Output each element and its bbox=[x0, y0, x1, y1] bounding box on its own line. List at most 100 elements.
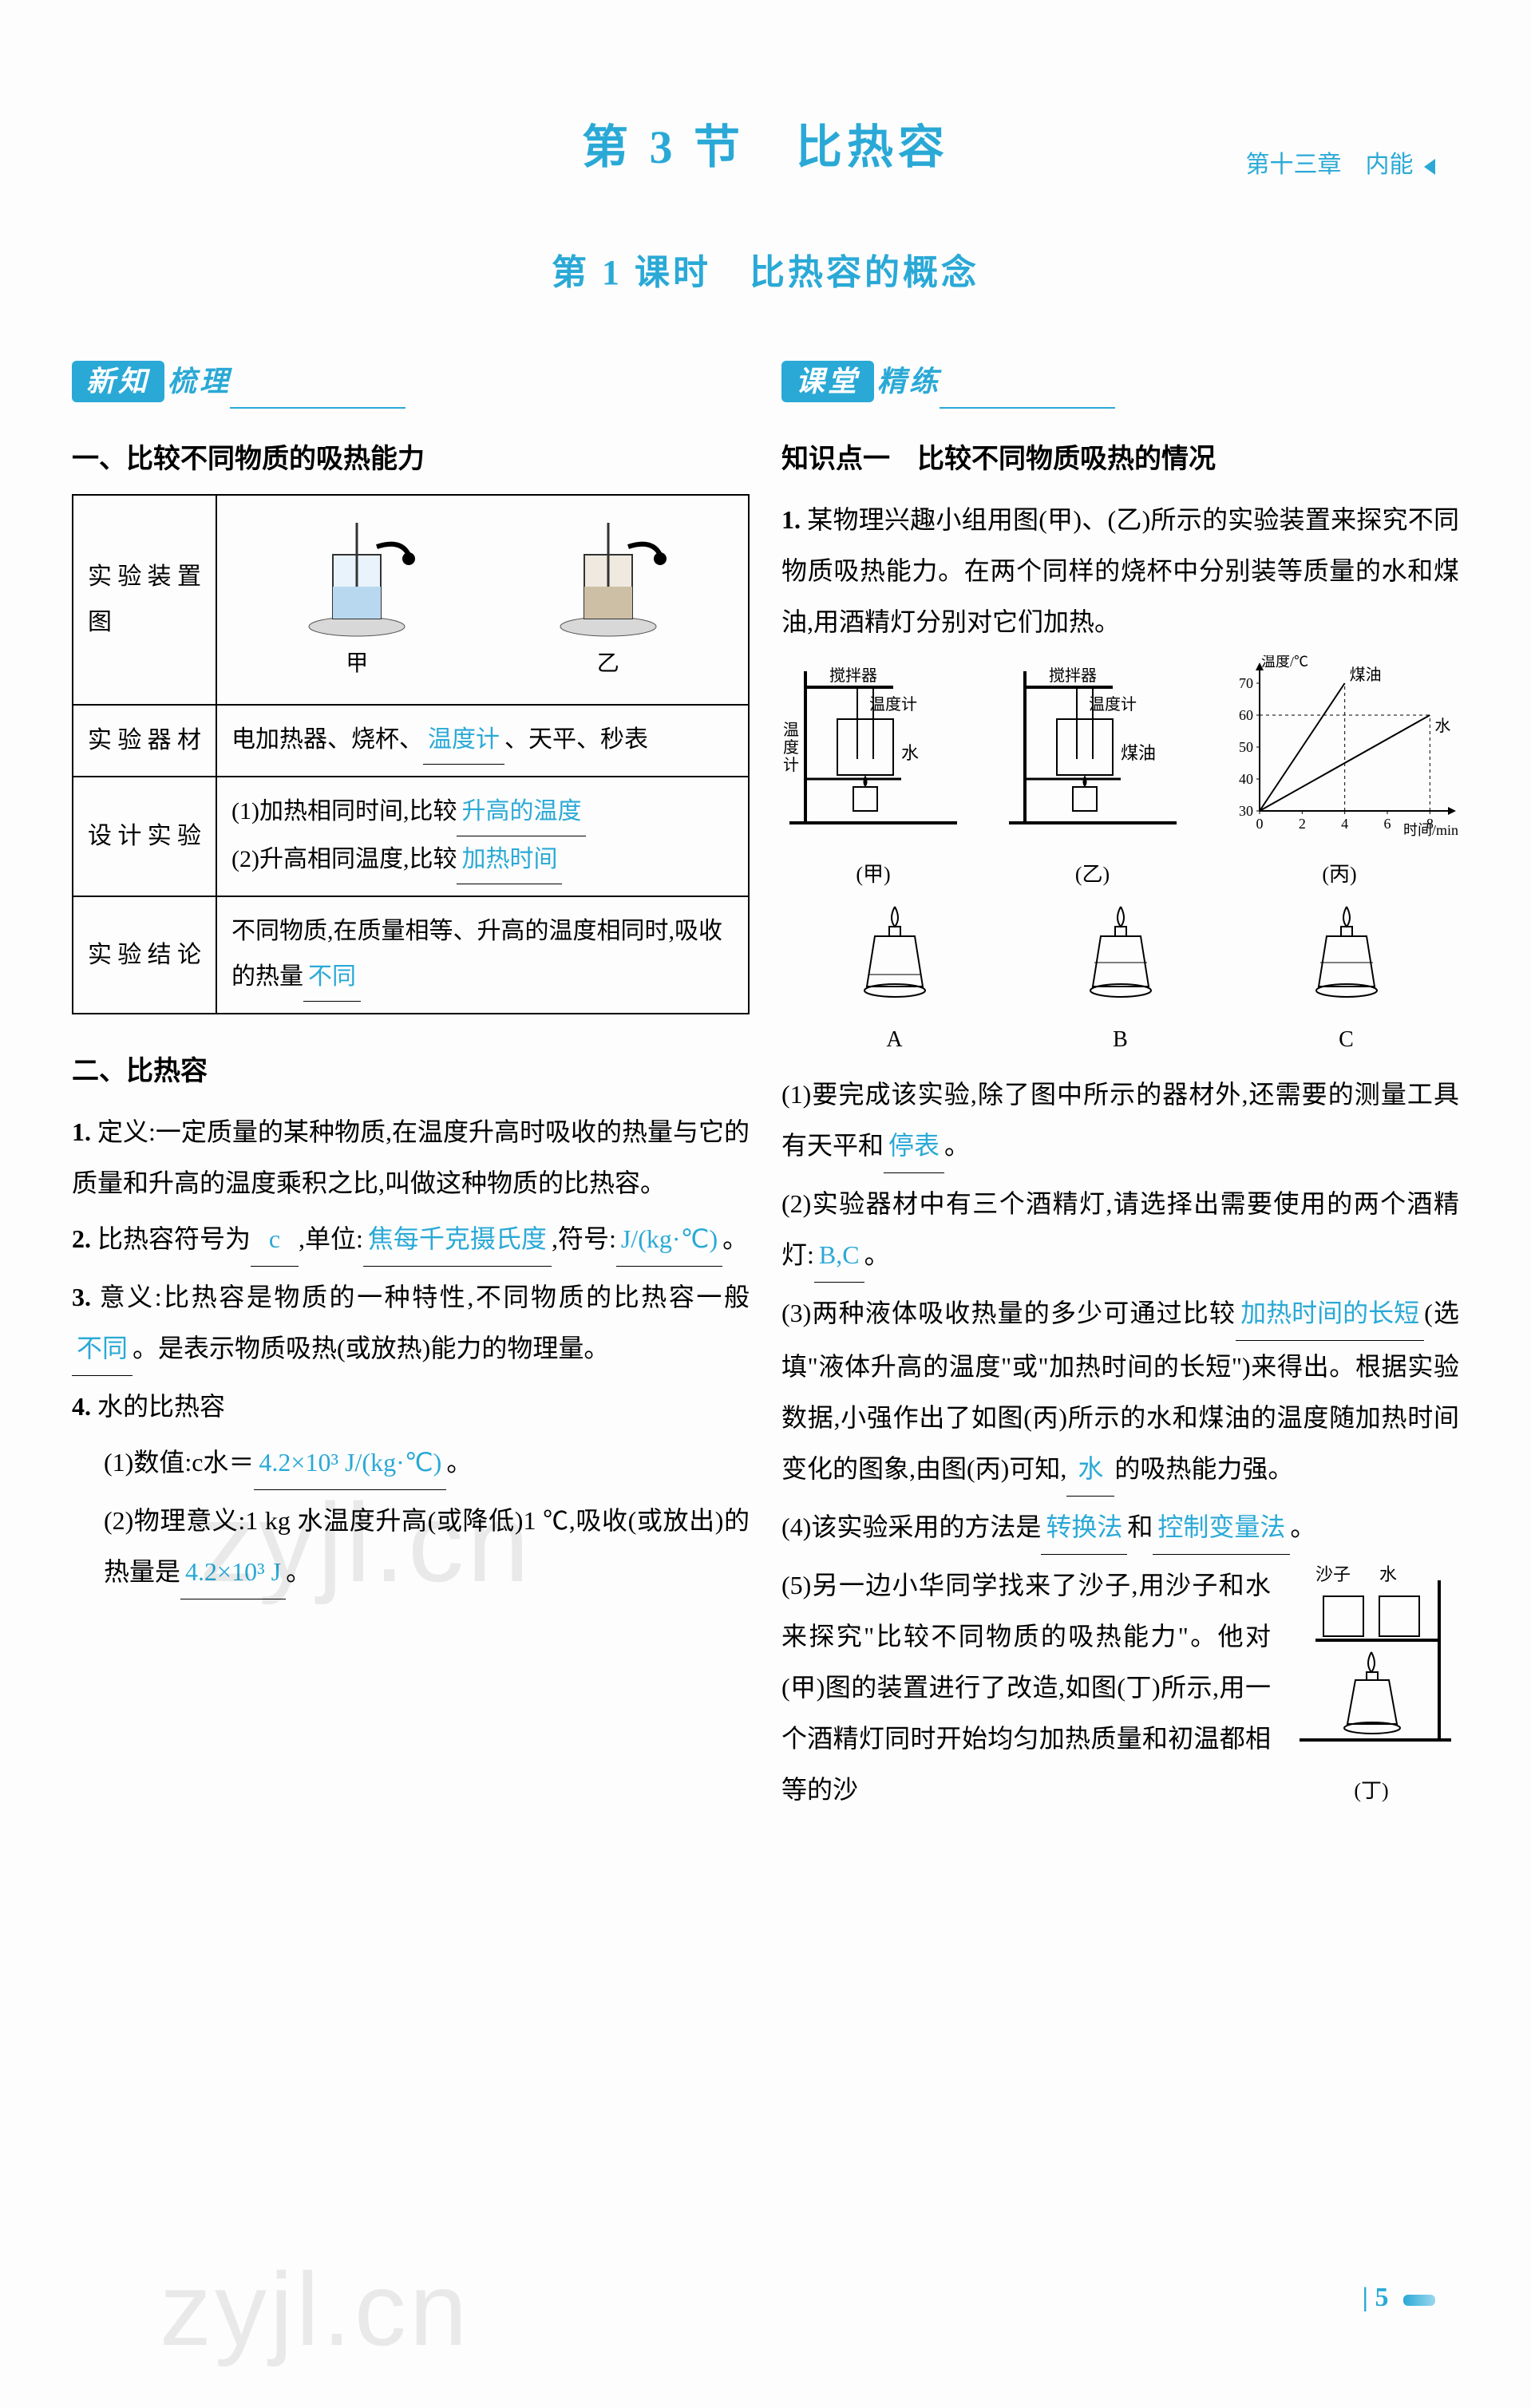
answer-blank: B,C bbox=[814, 1229, 864, 1283]
q1-part-5: 沙子 水 (丁) (5)另一边小华同学找来了沙子,用沙子和水来探究"比较不同物质… bbox=[781, 1560, 1459, 1815]
apparatus-ding-icon: 沙子 水 bbox=[1284, 1564, 1459, 1756]
svg-text:60: 60 bbox=[1239, 707, 1253, 723]
text: (5)另一边小华同学找来了沙子,用沙子和水来探究"比较不同物质的吸热能力"。他对… bbox=[781, 1571, 1271, 1804]
page-number: | 5 bbox=[1363, 2272, 1436, 2324]
svg-text:水: 水 bbox=[1434, 717, 1450, 735]
label-thermo-side2: 度 bbox=[783, 738, 799, 757]
svg-text:30: 30 bbox=[1239, 803, 1253, 819]
svg-text:40: 40 bbox=[1239, 771, 1253, 787]
answer-blank: 加热时间 bbox=[457, 836, 562, 884]
page-header: 第十三章 内能 bbox=[1246, 142, 1436, 188]
answer-blank: 4.2×10³ J bbox=[180, 1546, 286, 1599]
answer-blank: 转换法 bbox=[1041, 1501, 1127, 1555]
apparatus-yi: 搅拌器 温度计 煤油 (乙) bbox=[1001, 655, 1185, 894]
fig-label: (丙) bbox=[1220, 855, 1459, 894]
svg-text:时间/min: 时间/min bbox=[1403, 822, 1458, 838]
item-1: 1. 定义:一定质量的某种物质,在温度升高时吸收的热量与它的质量和升高的温度乘积… bbox=[72, 1106, 750, 1208]
apparatus-ding: 沙子 水 (丁) bbox=[1284, 1564, 1459, 1812]
lamp-label: B bbox=[1077, 1018, 1165, 1061]
page-number-value: 5 bbox=[1375, 2283, 1389, 2312]
answer-blank: 温度计 bbox=[423, 717, 504, 765]
answer-blank: 升高的温度 bbox=[457, 789, 586, 836]
text: (1)数值:c水＝ bbox=[104, 1448, 254, 1477]
text: 比热容符号为 bbox=[97, 1224, 251, 1253]
q1-part-4: (4)该实验采用的方法是转换法和控制变量法。 bbox=[781, 1501, 1459, 1555]
answer-blank: c bbox=[251, 1213, 299, 1267]
table-row: 设计实验 (1)加热相同时间,比较升高的温度 (2)升高相同温度,比较加热时间 bbox=[73, 777, 749, 896]
label-stirrer: 搅拌器 bbox=[1049, 666, 1097, 685]
badge-tail: 精练 bbox=[877, 366, 941, 397]
two-column-layout: 新知梳理 一、比较不同物质的吸热能力 实验装置图 bbox=[72, 354, 1459, 1820]
apparatus-icon: 搅拌器 温度计 温 度 计 水 bbox=[781, 655, 965, 839]
table-row: 实验装置图 甲 bbox=[73, 495, 749, 705]
badge-box: 课堂 bbox=[781, 361, 874, 402]
chart-bing: 304050607002468温度/℃时间/min煤油水 (丙) bbox=[1220, 655, 1459, 894]
text: (1)加热相同时间,比较 bbox=[231, 798, 457, 824]
text: 水的比热容 bbox=[97, 1392, 225, 1421]
answer-blank: 停表 bbox=[884, 1120, 944, 1173]
knowledge-point-title: 知识点一 比较不同物质吸热的情况 bbox=[781, 434, 1459, 486]
item-number: 4. bbox=[72, 1392, 91, 1421]
text: 电加热器、烧杯、 bbox=[231, 726, 423, 753]
text: 。 bbox=[1290, 1512, 1315, 1541]
badge-xinzhi: 新知梳理 bbox=[72, 354, 405, 409]
left-column: 新知梳理 一、比较不同物质的吸热能力 实验装置图 bbox=[72, 354, 750, 1820]
svg-text:煤油: 煤油 bbox=[1350, 666, 1382, 684]
line-chart: 304050607002468温度/℃时间/min煤油水 bbox=[1220, 655, 1459, 839]
svg-text:2: 2 bbox=[1299, 816, 1306, 832]
fig-label: 乙 bbox=[548, 643, 668, 685]
text: (4)该实验采用的方法是 bbox=[781, 1512, 1041, 1541]
text: 的吸热能力强。 bbox=[1114, 1454, 1293, 1483]
right-column: 课堂精练 知识点一 比较不同物质吸热的情况 1. 某物理兴趣小组用图(甲)、(乙… bbox=[781, 354, 1459, 1820]
answer-blank: 焦每千克摄氏度 bbox=[363, 1213, 552, 1267]
lamp-label: C bbox=[1303, 1018, 1391, 1061]
page-bar-icon bbox=[1403, 2295, 1435, 2306]
text: (3)两种液体吸收热量的多少可通过比较 bbox=[781, 1299, 1236, 1327]
text: 。 bbox=[944, 1131, 970, 1160]
figure-row: 搅拌器 温度计 温 度 计 水 (甲) bbox=[781, 655, 1459, 894]
q1-part-1: (1)要完成该实验,除了图中所示的器材外,还需要的测量工具有天平和停表。 bbox=[781, 1069, 1459, 1173]
label-thermo: 温度计 bbox=[1089, 695, 1137, 714]
item-4-1: (1)数值:c水＝4.2×10³ J/(kg·℃)。 bbox=[72, 1437, 750, 1490]
spirit-lamp-icon bbox=[1303, 899, 1391, 1002]
badge-ketang: 课堂精练 bbox=[781, 354, 1115, 409]
item-number: 1. bbox=[781, 505, 807, 534]
text: 。是表示物质吸热(或放热)能力的物理量。 bbox=[133, 1334, 609, 1362]
label-water: 水 bbox=[1379, 1564, 1397, 1584]
badge-tail: 梳理 bbox=[168, 366, 231, 397]
text: 某物理兴趣小组用图(甲)、(乙)所示的实验装置来探究不同物质吸热能力。在两个同样… bbox=[781, 505, 1459, 636]
text: 定义:一定质量的某种物质,在温度升高时吸收的热量与它的质量和升高的温度乘积之比,… bbox=[72, 1117, 750, 1197]
answer-blank: 水 bbox=[1066, 1443, 1114, 1497]
experiment-table: 实验装置图 甲 bbox=[72, 494, 750, 1014]
answer-blank: J/(kg·℃) bbox=[616, 1213, 722, 1267]
cell-label: 实验结论 bbox=[73, 896, 216, 1014]
beaker-yi: 乙 bbox=[548, 515, 668, 685]
q1-part-2: (2)实验器材中有三个酒精灯,请选择出需要使用的两个酒精灯:B,C。 bbox=[781, 1178, 1459, 1283]
cell-content: (1)加热相同时间,比较升高的温度 (2)升高相同温度,比较加热时间 bbox=[216, 777, 749, 896]
label-thermo-side: 温 bbox=[783, 721, 799, 739]
text: 和 bbox=[1127, 1512, 1153, 1541]
beaker-jia: 甲 bbox=[297, 515, 417, 685]
badge-box: 新知 bbox=[72, 361, 164, 402]
beaker-figures: 甲 乙 bbox=[231, 507, 734, 693]
watermark: zyjl.cn bbox=[160, 2211, 470, 2408]
label-keyou: 煤油 bbox=[1121, 743, 1156, 763]
answer-blank: 不同 bbox=[303, 954, 361, 1002]
answer-blank: 不同 bbox=[72, 1323, 133, 1376]
label-thermo: 温度计 bbox=[869, 695, 917, 714]
cell-content: 电加热器、烧杯、温度计、天平、秒表 bbox=[216, 705, 749, 777]
answer-blank: 加热时间的长短 bbox=[1236, 1287, 1424, 1341]
answer-blank: 控制变量法 bbox=[1153, 1501, 1290, 1555]
text: 、天平、秒表 bbox=[504, 726, 648, 753]
lamp-row: A B C bbox=[781, 899, 1459, 1061]
header-triangle-icon bbox=[1424, 159, 1435, 175]
svg-text:6: 6 bbox=[1384, 816, 1391, 832]
lamp-a: A bbox=[851, 899, 939, 1061]
cell-content: 不同物质,在质量相等、升高的温度相同时,吸收的热量不同 bbox=[216, 896, 749, 1014]
text: 。 bbox=[722, 1224, 748, 1253]
text: ,符号: bbox=[552, 1224, 616, 1253]
badge-underline bbox=[940, 407, 1115, 409]
answer-blank: 4.2×10³ J/(kg·℃) bbox=[254, 1437, 446, 1490]
spirit-lamp-icon bbox=[851, 899, 939, 1002]
cell-figure: 甲 乙 bbox=[216, 495, 749, 705]
